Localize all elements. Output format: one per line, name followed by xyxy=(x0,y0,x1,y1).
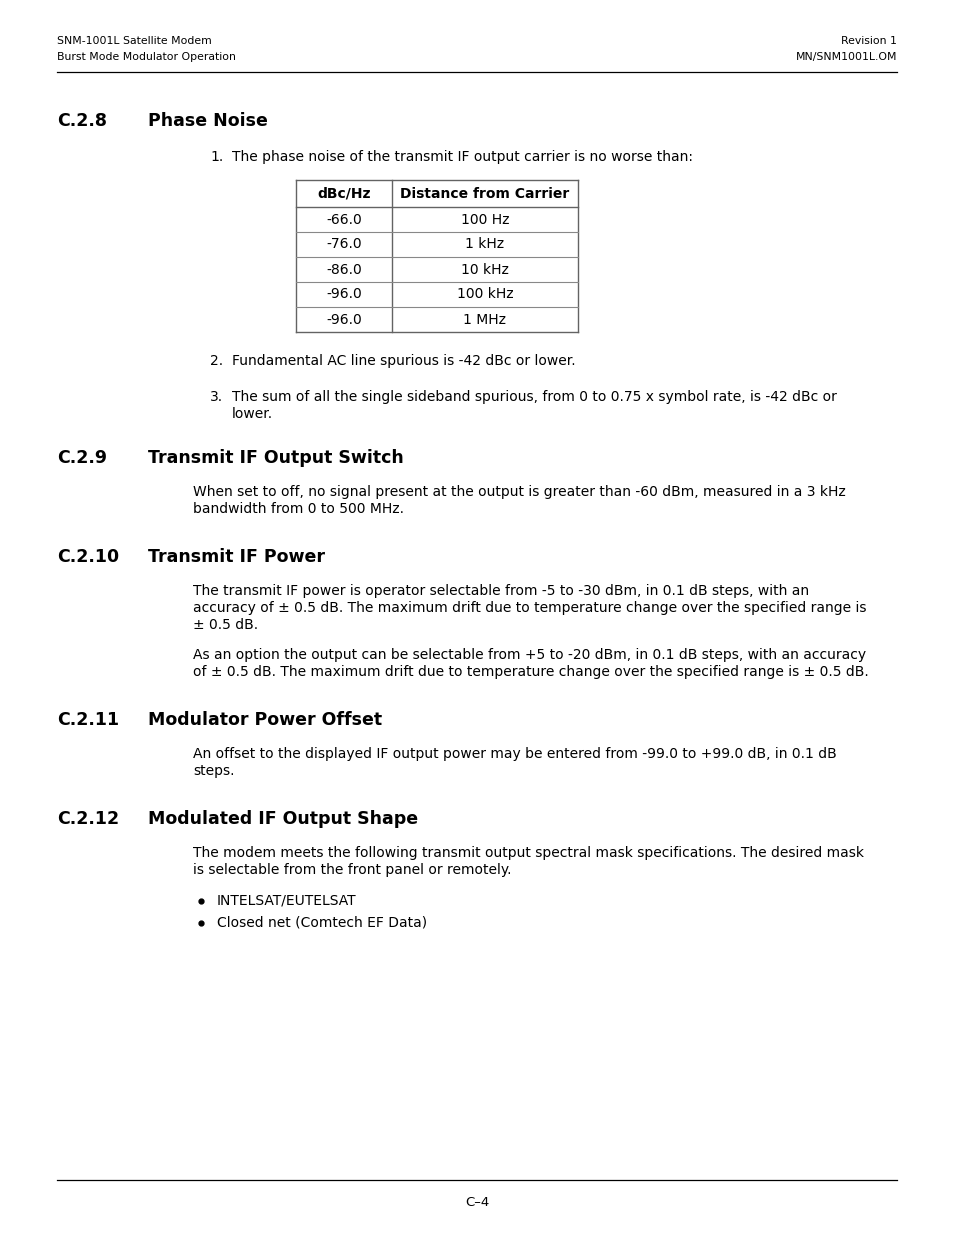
Text: The sum of all the single sideband spurious, from 0 to 0.75 x symbol rate, is -4: The sum of all the single sideband spuri… xyxy=(232,390,836,404)
Text: -66.0: -66.0 xyxy=(326,212,361,226)
Text: 2.: 2. xyxy=(210,354,223,368)
Text: 100 Hz: 100 Hz xyxy=(460,212,509,226)
Text: C.2.12: C.2.12 xyxy=(57,810,119,827)
Text: Transmit IF Output Switch: Transmit IF Output Switch xyxy=(148,450,403,467)
Text: 3.: 3. xyxy=(210,390,223,404)
Text: -76.0: -76.0 xyxy=(326,237,361,252)
Text: -96.0: -96.0 xyxy=(326,312,361,326)
Text: The modem meets the following transmit output spectral mask specifications. The : The modem meets the following transmit o… xyxy=(193,846,863,860)
Text: 100 kHz: 100 kHz xyxy=(456,288,513,301)
Text: 1 kHz: 1 kHz xyxy=(465,237,504,252)
Text: The transmit IF power is operator selectable from -5 to -30 dBm, in 0.1 dB steps: The transmit IF power is operator select… xyxy=(193,584,808,598)
Text: ± 0.5 dB.: ± 0.5 dB. xyxy=(193,618,258,632)
Text: MN/SNM1001L.OM: MN/SNM1001L.OM xyxy=(795,52,896,62)
Text: C.2.11: C.2.11 xyxy=(57,711,119,729)
Text: Closed net (Comtech EF Data): Closed net (Comtech EF Data) xyxy=(216,915,427,929)
Text: C.2.9: C.2.9 xyxy=(57,450,107,467)
Text: Modulated IF Output Shape: Modulated IF Output Shape xyxy=(148,810,417,827)
Text: Modulator Power Offset: Modulator Power Offset xyxy=(148,711,382,729)
Text: steps.: steps. xyxy=(193,764,234,778)
Text: Revision 1: Revision 1 xyxy=(841,36,896,46)
Text: Transmit IF Power: Transmit IF Power xyxy=(148,548,325,566)
Text: -96.0: -96.0 xyxy=(326,288,361,301)
Text: The phase noise of the transmit IF output carrier is no worse than:: The phase noise of the transmit IF outpu… xyxy=(232,149,692,164)
Text: INTELSAT/EUTELSAT: INTELSAT/EUTELSAT xyxy=(216,893,356,906)
Text: is selectable from the front panel or remotely.: is selectable from the front panel or re… xyxy=(193,863,511,877)
Text: lower.: lower. xyxy=(232,408,273,421)
Text: Distance from Carrier: Distance from Carrier xyxy=(400,186,569,200)
Text: SNM-1001L Satellite Modem: SNM-1001L Satellite Modem xyxy=(57,36,212,46)
Text: 1 MHz: 1 MHz xyxy=(463,312,506,326)
Text: -86.0: -86.0 xyxy=(326,263,361,277)
Text: of ± 0.5 dB. The maximum drift due to temperature change over the specified rang: of ± 0.5 dB. The maximum drift due to te… xyxy=(193,664,868,679)
Text: 1.: 1. xyxy=(210,149,223,164)
Text: C–4: C–4 xyxy=(464,1195,489,1209)
Text: accuracy of ± 0.5 dB. The maximum drift due to temperature change over the speci: accuracy of ± 0.5 dB. The maximum drift … xyxy=(193,601,865,615)
Text: An offset to the displayed IF output power may be entered from -99.0 to +99.0 dB: An offset to the displayed IF output pow… xyxy=(193,747,836,761)
Text: As an option the output can be selectable from +5 to -20 dBm, in 0.1 dB steps, w: As an option the output can be selectabl… xyxy=(193,648,865,662)
Text: C.2.10: C.2.10 xyxy=(57,548,119,566)
Text: Fundamental AC line spurious is -42 dBc or lower.: Fundamental AC line spurious is -42 dBc … xyxy=(232,354,575,368)
Text: Phase Noise: Phase Noise xyxy=(148,112,268,130)
Text: When set to off, no signal present at the output is greater than -60 dBm, measur: When set to off, no signal present at th… xyxy=(193,485,845,499)
Text: dBc/Hz: dBc/Hz xyxy=(317,186,371,200)
Text: Burst Mode Modulator Operation: Burst Mode Modulator Operation xyxy=(57,52,235,62)
Text: bandwidth from 0 to 500 MHz.: bandwidth from 0 to 500 MHz. xyxy=(193,501,403,516)
Text: 10 kHz: 10 kHz xyxy=(460,263,508,277)
Text: C.2.8: C.2.8 xyxy=(57,112,107,130)
